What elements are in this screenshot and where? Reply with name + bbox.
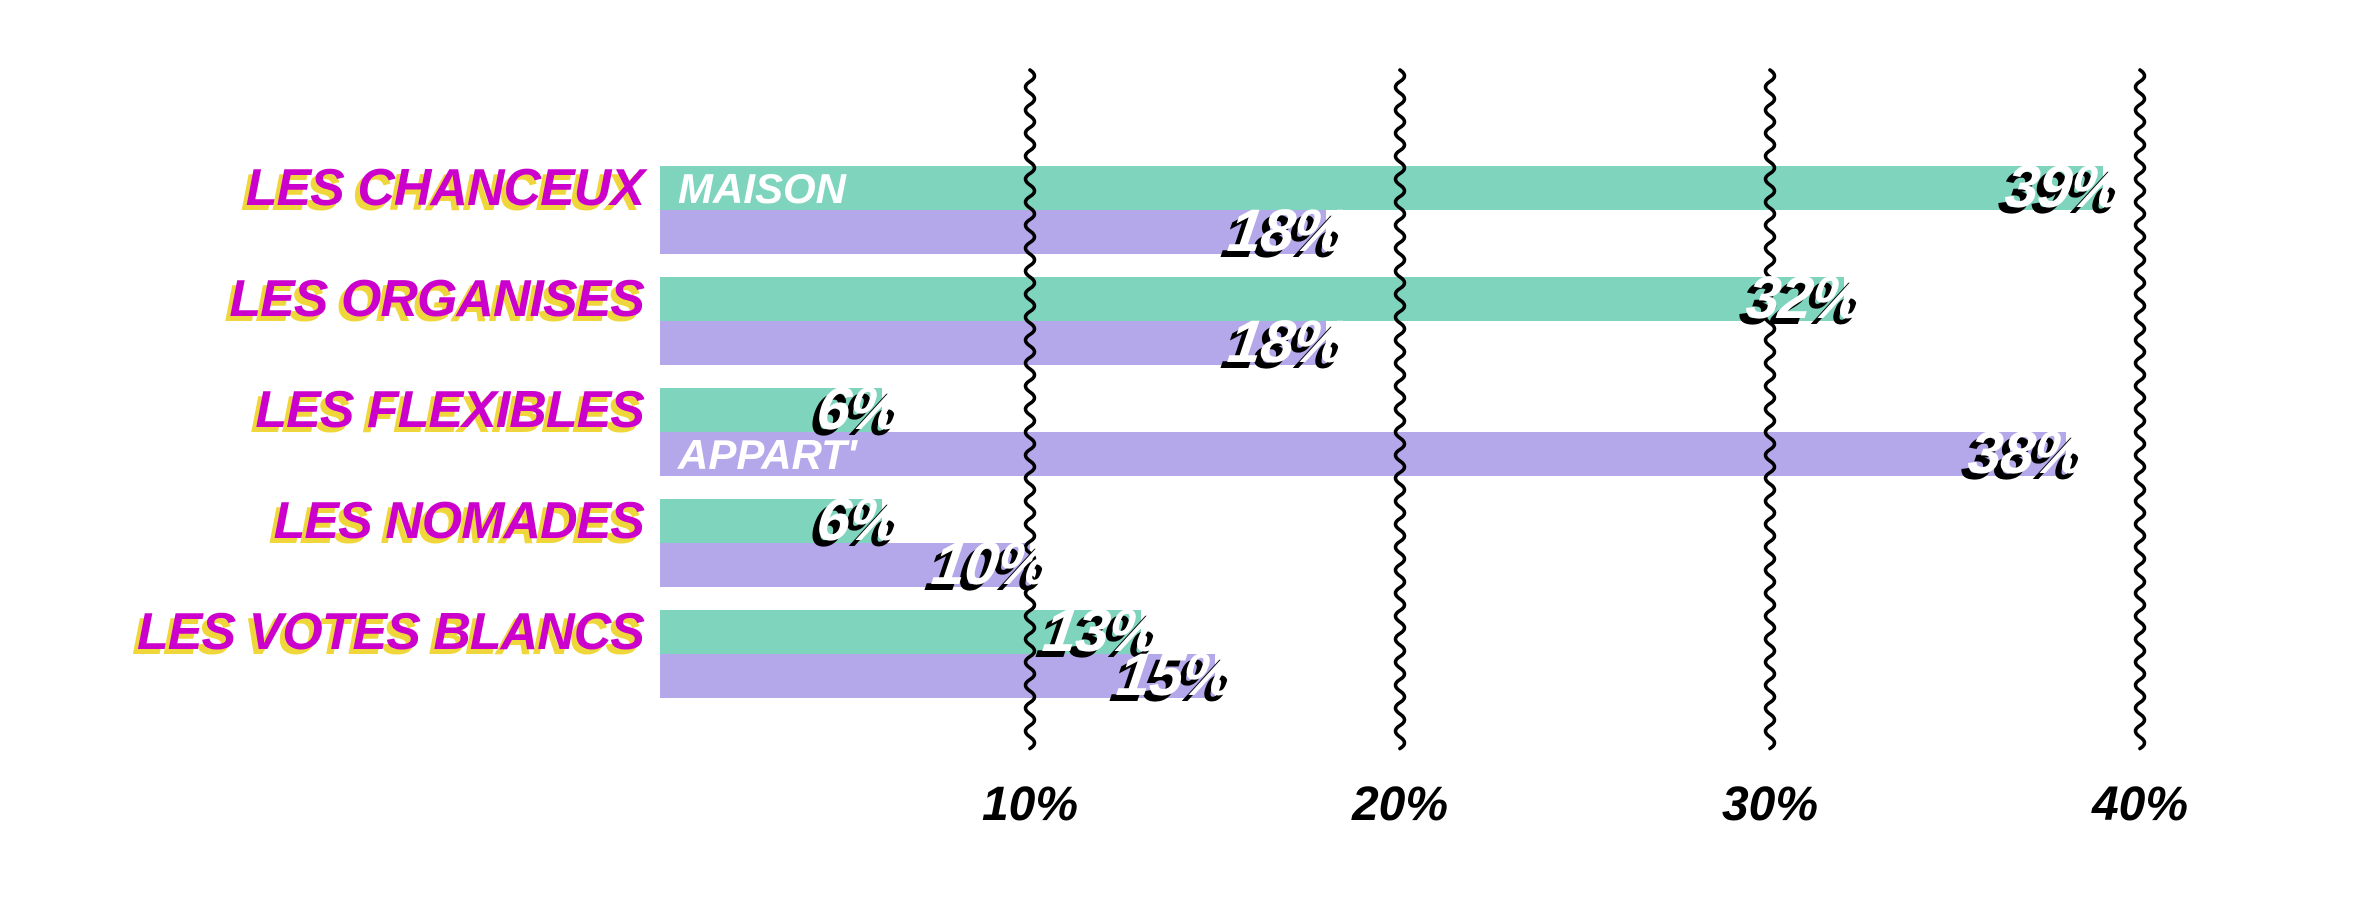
category-label: LES VOTES BLANCS [137,603,645,661]
bar-maison [660,388,882,432]
series-label-maison: MAISON [678,165,846,212]
value-label: 15% [1113,641,1240,708]
value-label: 18% [1224,308,1351,375]
x-tick-label: 30% [1721,778,1819,831]
value-label: 39% [2001,153,2128,220]
value-label: 6% [812,486,907,553]
category-label: LES FLEXIBLES [255,381,645,439]
category-label: LES ORGANISES [229,270,645,328]
x-tick-label: 20% [1351,778,1449,831]
value-label: 18% [1224,197,1351,264]
x-tick-label: 40% [2091,778,2189,831]
category-label: LES CHANCEUX [245,159,645,217]
bar-appart [660,210,1326,254]
bar-appart [660,432,2066,476]
wavy-gridline-path [2133,68,2147,751]
bar-maison [660,166,2103,210]
bar-appart [660,543,1030,587]
value-label: 10% [928,530,1055,597]
bar-maison [660,499,882,543]
bar-appart [660,321,1326,365]
value-label: 32% [1742,264,1869,331]
x-tick-label: 10% [981,778,1079,831]
bar-appart [660,654,1215,698]
bar-maison [660,277,1844,321]
category-label: LES NOMADES [273,492,645,550]
wavy-gridline [2133,68,2147,751]
value-label: 38% [1964,419,2091,486]
value-label: 6% [812,375,907,442]
bar-maison [660,610,1141,654]
series-label-appart: APPART' [678,431,857,478]
